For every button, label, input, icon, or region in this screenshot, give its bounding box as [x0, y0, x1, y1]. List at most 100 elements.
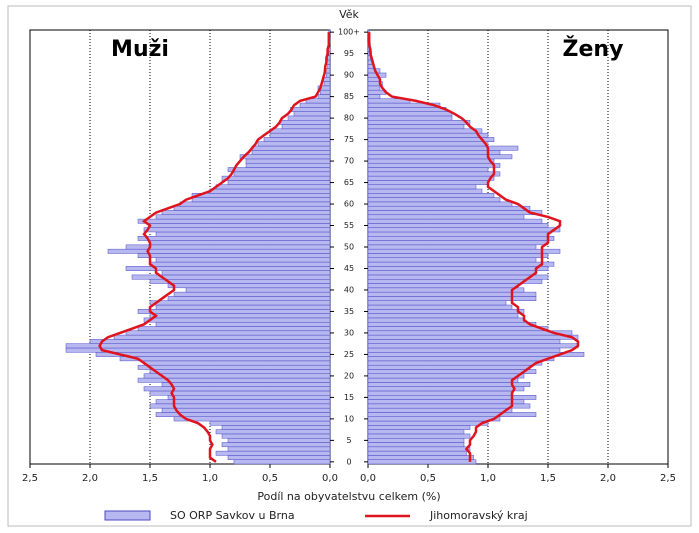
- y-tick-label: 20: [344, 371, 354, 380]
- bar: [328, 51, 331, 57]
- bar: [221, 442, 331, 448]
- line: [98, 32, 331, 463]
- bar: [173, 291, 331, 297]
- bar: [119, 356, 331, 362]
- bar: [179, 201, 331, 207]
- y-tick-label: 80: [344, 114, 354, 123]
- bar: [227, 437, 331, 443]
- bar: [367, 300, 507, 306]
- bar: [367, 356, 555, 362]
- bar: [367, 313, 519, 319]
- y-axis-label: Věk: [339, 8, 359, 21]
- bar: [367, 141, 489, 147]
- bar: [245, 162, 331, 168]
- bar: [367, 193, 495, 198]
- bar: [326, 72, 331, 78]
- y-tick-label: 35: [344, 307, 354, 316]
- bar: [320, 89, 331, 95]
- bar: [227, 167, 331, 173]
- bar: [149, 369, 331, 375]
- bar: [251, 145, 331, 151]
- bar: [281, 124, 331, 130]
- legend-label: Jihomoravský kraj: [429, 509, 528, 522]
- bar: [89, 339, 331, 344]
- bar: [367, 231, 549, 237]
- bar: [221, 175, 331, 181]
- bar: [367, 386, 525, 392]
- legend-label: SO ORP Savkov u Brna: [170, 509, 295, 522]
- bar: [367, 416, 501, 422]
- bar: [367, 399, 525, 405]
- bar: [185, 287, 331, 293]
- bar: [367, 94, 381, 100]
- bar: [367, 270, 537, 276]
- x-tick-label: 0,5: [420, 473, 436, 484]
- bar: [290, 107, 331, 112]
- bar: [143, 373, 331, 379]
- bar: [269, 128, 331, 134]
- bar: [327, 64, 331, 69]
- bar: [367, 274, 549, 280]
- bar: [367, 137, 495, 142]
- bar: [367, 205, 531, 211]
- bar: [367, 450, 467, 456]
- bar: [215, 184, 331, 190]
- bar: [367, 407, 513, 413]
- bar: [367, 214, 525, 220]
- bar: [367, 236, 555, 241]
- line: [367, 32, 580, 462]
- bar: [143, 317, 331, 323]
- frame: [7, 5, 692, 527]
- bar: [113, 334, 331, 340]
- bar: [173, 205, 331, 211]
- bar: [367, 184, 477, 190]
- bar: [149, 278, 331, 284]
- bar: [367, 218, 543, 224]
- bar: [263, 137, 331, 142]
- bar: [239, 154, 331, 160]
- y-tick-label: 45: [344, 264, 354, 273]
- legend-swatch: [104, 510, 151, 521]
- y-tick-label: 15: [344, 393, 354, 402]
- bar: [367, 317, 525, 323]
- bar: [209, 420, 331, 426]
- bar: [137, 364, 331, 370]
- bar: [367, 364, 531, 370]
- bar: [143, 227, 331, 233]
- bar: [367, 309, 525, 314]
- bar: [137, 218, 331, 224]
- y-tick-label: 25: [344, 350, 354, 359]
- bar: [125, 330, 331, 336]
- bar: [367, 446, 471, 452]
- bar: [173, 416, 331, 422]
- bar: [367, 330, 573, 336]
- bar: [367, 150, 501, 155]
- bar: [367, 373, 525, 379]
- y-tick-label: 10: [344, 414, 354, 423]
- bar: [299, 102, 331, 108]
- bar: [161, 407, 331, 413]
- bar: [367, 390, 513, 396]
- bar: [367, 248, 561, 254]
- bar: [251, 150, 331, 155]
- y-tick-label: 55: [344, 221, 354, 230]
- bar: [367, 425, 471, 430]
- bar: [367, 180, 489, 185]
- bar: [367, 85, 381, 91]
- bar: [227, 180, 331, 185]
- bar: [367, 429, 465, 435]
- bar: [367, 278, 543, 284]
- bar: [323, 81, 331, 87]
- bar: [221, 425, 331, 430]
- y-tick-label: 75: [344, 135, 354, 144]
- bar: [161, 270, 331, 276]
- bar: [149, 300, 331, 306]
- x-tick-label: 0,5: [262, 473, 278, 484]
- bar: [293, 111, 331, 117]
- bar: [287, 115, 331, 121]
- bar: [367, 253, 549, 258]
- bar: [367, 347, 561, 353]
- bar: [367, 119, 471, 125]
- bar: [367, 227, 561, 233]
- bar: [367, 382, 531, 387]
